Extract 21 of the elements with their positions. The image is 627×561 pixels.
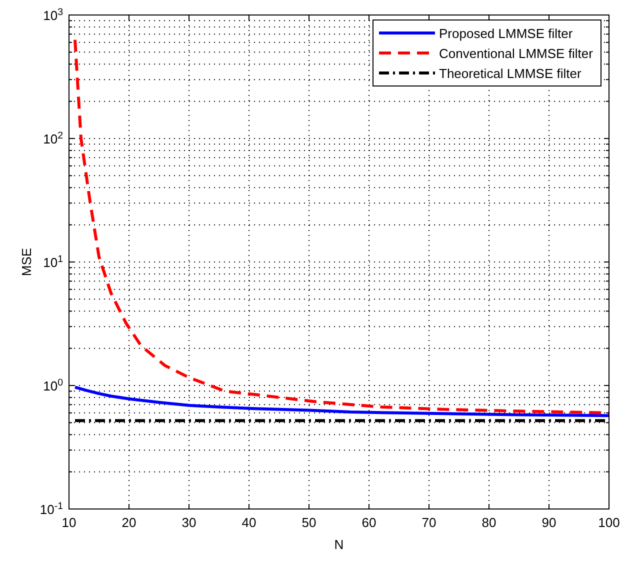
x-tick-label: 20 (122, 515, 136, 530)
legend-label: Proposed LMMSE filter (439, 26, 574, 41)
legend-label: Conventional LMMSE filter (439, 46, 594, 61)
x-axis-title: N (334, 537, 344, 552)
y-tick-label: 10$^{3}$ (43, 6, 63, 23)
x-tick-label: 70 (422, 515, 436, 530)
x-tick-label: 100 (598, 515, 620, 530)
line-series (74, 386, 610, 418)
x-tick-label: 80 (482, 515, 496, 530)
y-tick-label: 10$^{-1}$ (40, 500, 63, 517)
x-tick-label: 30 (182, 515, 196, 530)
x-tick-label: 50 (302, 515, 316, 530)
y-axis-title: MSE (19, 248, 34, 276)
x-tick-label: 40 (242, 515, 256, 530)
legend-label: Theoretical LMMSE filter (439, 66, 582, 81)
x-tick-label: 90 (542, 515, 556, 530)
x-tick-label: 60 (362, 515, 376, 530)
y-tick-label: 10$^{2}$ (43, 130, 63, 146)
y-tick-label: 10$^{1}$ (43, 254, 63, 270)
x-tick-label: 10 (62, 515, 76, 530)
y-tick-label: 10$^{0}$ (43, 377, 64, 394)
